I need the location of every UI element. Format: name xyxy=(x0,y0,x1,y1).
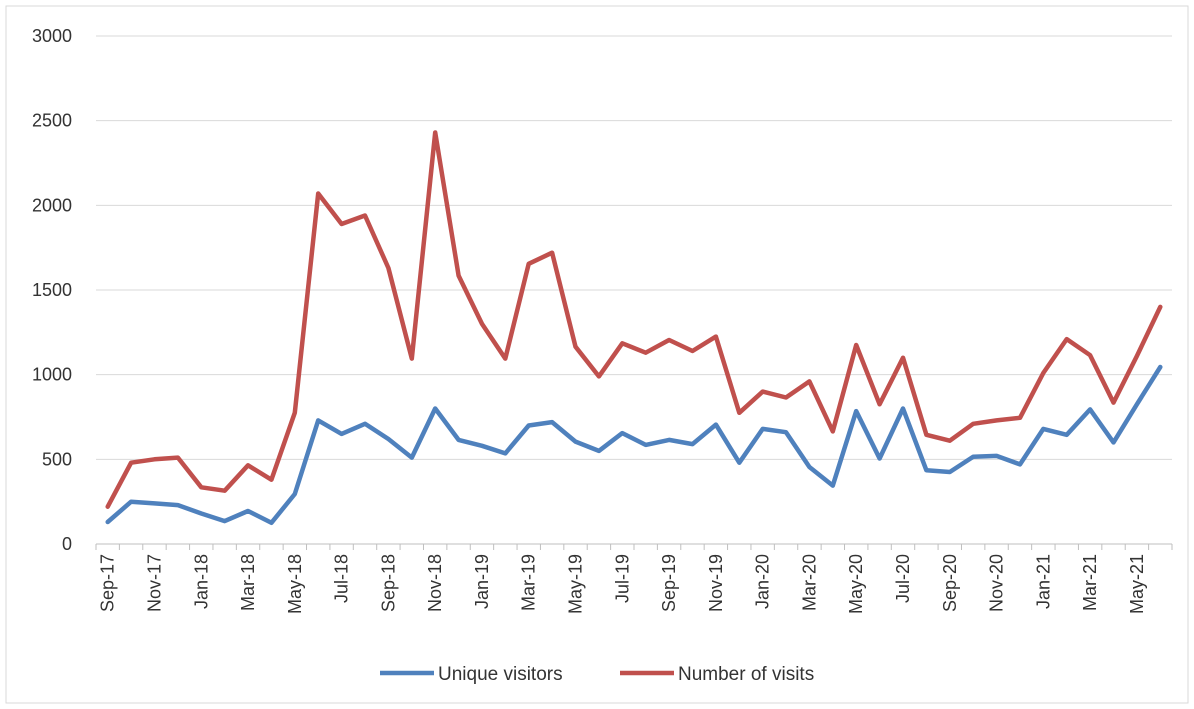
x-tick-label: Jan-20 xyxy=(753,554,773,609)
y-tick-label: 3000 xyxy=(32,26,72,46)
legend-label: Unique visitors xyxy=(438,664,563,685)
y-tick-label: 1000 xyxy=(32,365,72,385)
y-axis-ticks: 0 500 1000 1500 2000 2500 3000 xyxy=(32,26,72,554)
legend-label: Number of visits xyxy=(678,664,814,685)
x-tick-label: May-20 xyxy=(846,554,866,614)
x-tick-label: Mar-21 xyxy=(1080,554,1100,611)
x-tick-label: Nov-17 xyxy=(144,554,164,612)
x-tick-label: Sep-17 xyxy=(98,554,118,612)
y-tick-label: 1500 xyxy=(32,280,72,300)
y-tick-label: 2500 xyxy=(32,111,72,131)
x-tick-label: Jan-21 xyxy=(1033,554,1053,609)
x-tick-label: Sep-20 xyxy=(940,554,960,612)
x-tick-label: Mar-20 xyxy=(799,554,819,611)
x-tick-label: Mar-18 xyxy=(238,554,258,611)
x-tick-label: May-21 xyxy=(1127,554,1147,614)
x-tick-label: Mar-19 xyxy=(519,554,539,611)
x-tick-label: Nov-20 xyxy=(987,554,1007,612)
x-tick-label: Sep-19 xyxy=(659,554,679,612)
x-tick-label: May-19 xyxy=(566,554,586,614)
x-axis-ticks: Sep-17 Nov-17 Jan-18 Mar-18 May-18 Jul-18 Sep-… xyxy=(98,554,1147,614)
y-tick-label: 0 xyxy=(62,534,72,554)
series-lines xyxy=(105,130,1163,526)
chart-border xyxy=(5,5,1189,704)
x-tick-label: Jan-19 xyxy=(472,554,492,609)
x-tick-label: Nov-19 xyxy=(706,554,726,612)
x-tick-label: Jul-19 xyxy=(612,554,632,603)
x-axis xyxy=(95,543,1173,550)
x-tick-label: Nov-18 xyxy=(425,554,445,612)
series-line-number-of-visits xyxy=(105,130,1163,509)
x-tick-label: May-18 xyxy=(285,554,305,614)
x-tick-label: Jul-18 xyxy=(332,554,352,603)
x-tick-label: Sep-18 xyxy=(378,554,398,612)
gridlines xyxy=(96,35,1172,460)
x-tick-label: Jan-18 xyxy=(191,554,211,609)
series-line-unique-visitors xyxy=(105,364,1163,526)
y-tick-label: 2000 xyxy=(32,195,72,215)
x-tick-label: Jul-20 xyxy=(893,554,913,603)
legend: Unique visitors Number of visits xyxy=(380,664,814,685)
y-tick-label: 500 xyxy=(42,449,72,469)
